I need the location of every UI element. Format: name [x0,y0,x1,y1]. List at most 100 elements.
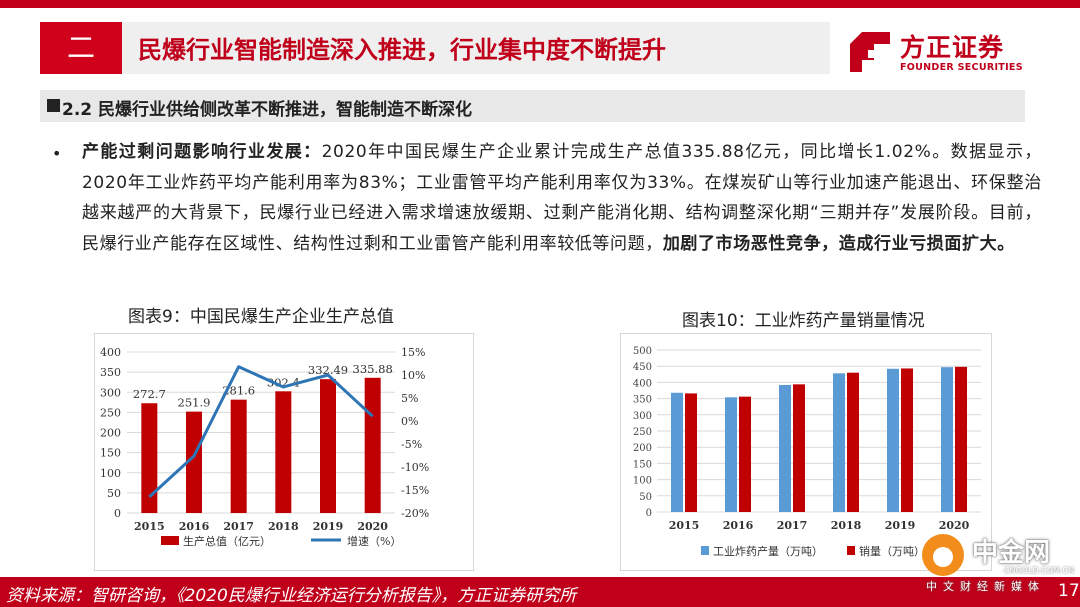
chart9-bar [186,411,202,513]
chart10-bar-output [833,373,845,512]
chart10-x-tick: 2019 [885,519,916,532]
chart9-bar [320,379,336,513]
founder-logo-icon [850,32,890,72]
chart9-x-tick: 2017 [223,520,254,533]
chart10-frame: 0 50 100 150 200 250 300 350 400 450 500 2015 2016 20… [620,333,992,571]
chart10-y-tick: 450 [633,362,652,373]
chart10-bar-output [941,367,953,512]
page-number: 17 [1058,581,1080,601]
chart10-y-tick: 200 [633,443,652,454]
watermark-cn: 中金网 [972,538,1051,568]
founder-logo: 方正证券 FOUNDER SECURITIES [848,28,1048,78]
chart9-svg: 0 50 100 150 200 250 300 350 400 -20% -15% -10% -5% 0… [100,346,429,548]
chart10-y-tick: 0 [646,508,652,519]
chart9-x-tick: 2018 [268,520,299,533]
chart9-legend-label-bar: 生产总值（亿元） [183,534,271,548]
chart9-frame: 0 50 100 150 200 250 300 350 400 -20% -15% -10% -5% 0… [94,333,474,571]
footer-bar [0,577,1080,607]
title-bar [40,22,830,74]
chart10-x-tick: 2020 [939,519,970,532]
chart10-bar-sales [685,393,697,512]
chart9-y-tick: 0 [114,507,121,520]
chart9-data-label: 281.6 [222,384,255,398]
chart9-legend-label-line: 增速（%） [347,534,401,548]
logo-en-text: FOUNDER SECURITIES [900,62,1023,73]
chart9-x-tick: 2016 [179,520,210,533]
slide-title: 民爆行业智能制造深入推进，行业集中度不断提升 [138,36,666,64]
chart9-y2-tick: 15% [401,346,425,359]
chart10-x-tick: 2016 [723,519,754,532]
chart10-bar-sales [901,368,913,512]
chart10-bar-sales [793,384,805,512]
chart9-bar [364,377,381,513]
body-text: 2020年中国民爆生产企业累计完成生产总值335.88亿元，同比增长1.02%。… [82,142,1042,254]
chart9-x-tick: 2019 [313,520,344,533]
chart9-x-tick: 2015 [134,520,165,533]
chart10-bar-output [671,392,683,512]
chart10-x-tick: 2017 [777,519,808,532]
chart10-y-tick: 350 [633,395,652,406]
chart9-y-tick: 50 [107,487,121,500]
chart9-x-tick: 2020 [357,520,388,533]
chart9-y2-tick: -20% [401,507,429,520]
chart9-y-tick: 350 [100,366,121,379]
chart10-y-tick: 400 [633,378,652,389]
chart10-bar-output [725,397,737,512]
chart10-bar-sales [847,372,859,512]
chart10-svg: 0 50 100 150 200 250 300 350 400 450 500 2015 2016 20… [633,346,981,558]
chart10-legend-swatch-sales [847,546,855,555]
chart9-caption: 图表9：中国民爆生产企业生产总值 [128,307,394,327]
chart10-y-tick: 50 [639,492,652,503]
chart10-legend-label-output: 工业炸药产量（万吨） [713,544,823,558]
body-paragraph: 产能过剩问题影响行业发展：2020年中国民爆生产企业累计完成生产总值335.88… [82,137,1042,259]
chart10-legend-swatch-output [701,546,709,555]
body-emphasis: 加剧了市场恶性竞争，造成行业亏损面扩大。 [662,233,1015,254]
logo-cn-text: 方正证券 [900,33,1005,62]
chart9-bar [275,391,292,513]
chart9-y-tick: 300 [100,386,121,399]
body-lead: 产能过剩问题影响行业发展： [82,142,322,162]
cngold-logo-icon [922,534,964,576]
source-note: 资料来源：智研咨询，《2020民爆行业经济运行分析报告》，方正证券研究所 [6,586,577,606]
chart9-data-label: 251.9 [178,396,211,410]
chart9-y2-tick: -10% [401,461,429,474]
chart10-legend-label-sales: 销量（万吨） [859,544,925,558]
chart9-data-label: 332.49 [308,363,348,377]
chart9-growth-line [148,365,374,499]
chart9-bar [141,403,158,513]
chart9-y2-tick: 10% [401,369,425,382]
chart10-caption: 图表10：工业炸药产量销量情况 [682,311,925,331]
chart10-bar-sales [955,366,967,512]
chart10-bar-output [779,384,791,512]
watermark-url: CNGOLD.COM.CN [1004,566,1075,575]
chart9-y-tick: 100 [100,467,121,480]
watermark-sub: 中文财经新媒体 [926,580,1045,593]
bullet-dot: • [52,144,62,163]
cngold-watermark: 中金网 CNGOLD.COM.CN 中文财经新媒体 [922,532,1075,594]
chart10-y-tick: 300 [633,411,652,422]
chart10-y-tick: 500 [633,346,652,357]
chart9-y-tick: 400 [100,346,121,359]
section-number: 二 [40,22,122,74]
chart10-y-tick: 250 [633,427,652,438]
chart9-y2-tick: 0% [401,415,418,428]
subheading-text: 2.2 民爆行业供给侧改革不断推进，智能制造不断深化 [62,100,473,120]
chart9-y-tick: 150 [100,447,121,460]
chart10-x-tick: 2018 [831,519,862,532]
subheading-bar [40,90,1025,122]
chart10-bar-sales [739,396,751,512]
subheading-square-icon [47,99,60,112]
chart9-data-label: 272.7 [133,387,166,401]
chart9-y2-tick: -5% [401,438,422,451]
chart9-legend-swatch-bar [161,536,179,545]
chart10-y-tick: 100 [633,476,652,487]
chart10-x-tick: 2015 [669,519,700,532]
chart9-y2-tick: -15% [401,484,429,497]
top-accent-bar [0,0,1080,8]
chart9-bar [230,399,247,513]
chart10-bar-output [887,368,899,512]
chart9-data-label: 335.88 [353,362,393,376]
chart10-y-tick: 150 [633,459,652,470]
chart9-y2-tick: 5% [401,392,418,405]
chart9-y-tick: 250 [100,406,121,419]
